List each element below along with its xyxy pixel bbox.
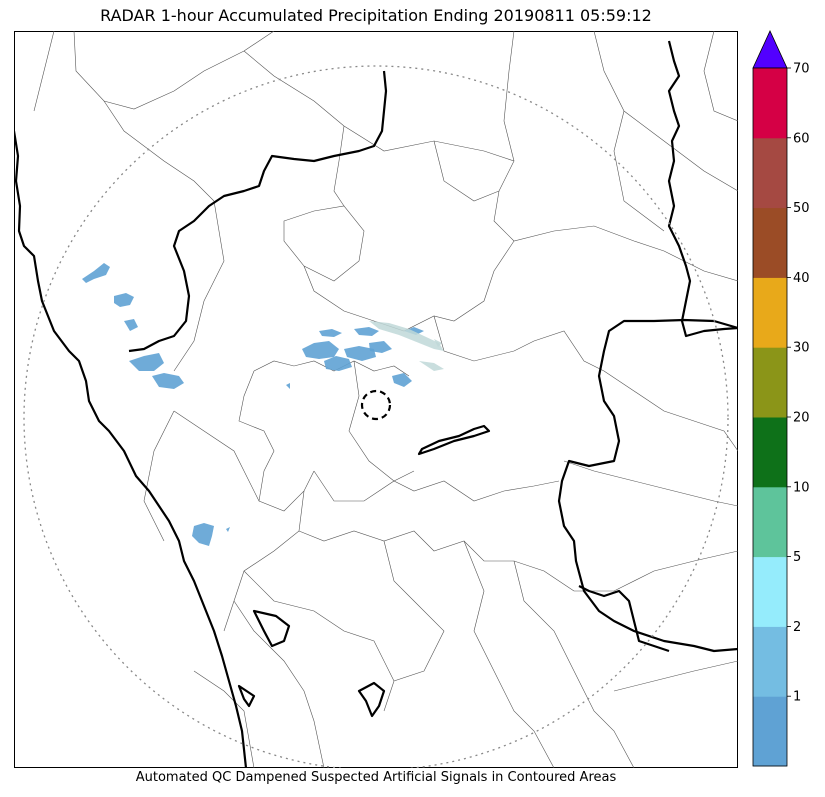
colorbar-tick-label: 1 bbox=[793, 690, 801, 705]
precipitation-areas bbox=[82, 263, 424, 546]
state-boundaries bbox=[14, 40, 738, 768]
colorbar: 1 2 5 10 20 30 40 50 60 70 bbox=[752, 30, 810, 767]
map-footer-note: Automated QC Dampened Suspected Artifici… bbox=[135, 770, 617, 785]
radar-range-ring bbox=[23, 65, 729, 768]
colorbar-swatch bbox=[753, 68, 787, 139]
colorbar-swatch bbox=[753, 207, 787, 278]
qc-contour-circle bbox=[360, 389, 392, 421]
radar-map[interactable] bbox=[14, 31, 738, 768]
colorbar-swatch bbox=[753, 626, 787, 697]
colorbar-swatch bbox=[753, 556, 787, 627]
colorbar-swatch bbox=[753, 696, 787, 767]
colorbar-swatch bbox=[753, 417, 787, 488]
district-boundaries bbox=[33, 31, 738, 768]
colorbar-swatch bbox=[753, 486, 787, 558]
colorbar-swatch bbox=[753, 137, 787, 209]
map-title: RADAR 1-hour Accumulated Precipitation E… bbox=[100, 6, 652, 25]
colorbar-tick-label: 70 bbox=[793, 62, 810, 77]
colorbar-tick-label: 40 bbox=[793, 271, 810, 286]
colorbar-tick-label: 50 bbox=[793, 201, 810, 216]
suspected-artificial-signals bbox=[369, 321, 444, 371]
colorbar-tick-label: 2 bbox=[793, 620, 801, 635]
colorbar-tick-label: 10 bbox=[793, 480, 810, 495]
colorbar-tick-label: 20 bbox=[793, 411, 810, 426]
colorbar-swatch bbox=[753, 277, 787, 348]
colorbar-tick-label: 30 bbox=[793, 341, 810, 356]
colorbar-swatch bbox=[753, 347, 787, 418]
colorbar-tick-label: 60 bbox=[793, 131, 810, 146]
colorbar-extend-arrow bbox=[752, 30, 788, 69]
colorbar-tick-label: 5 bbox=[793, 550, 801, 565]
